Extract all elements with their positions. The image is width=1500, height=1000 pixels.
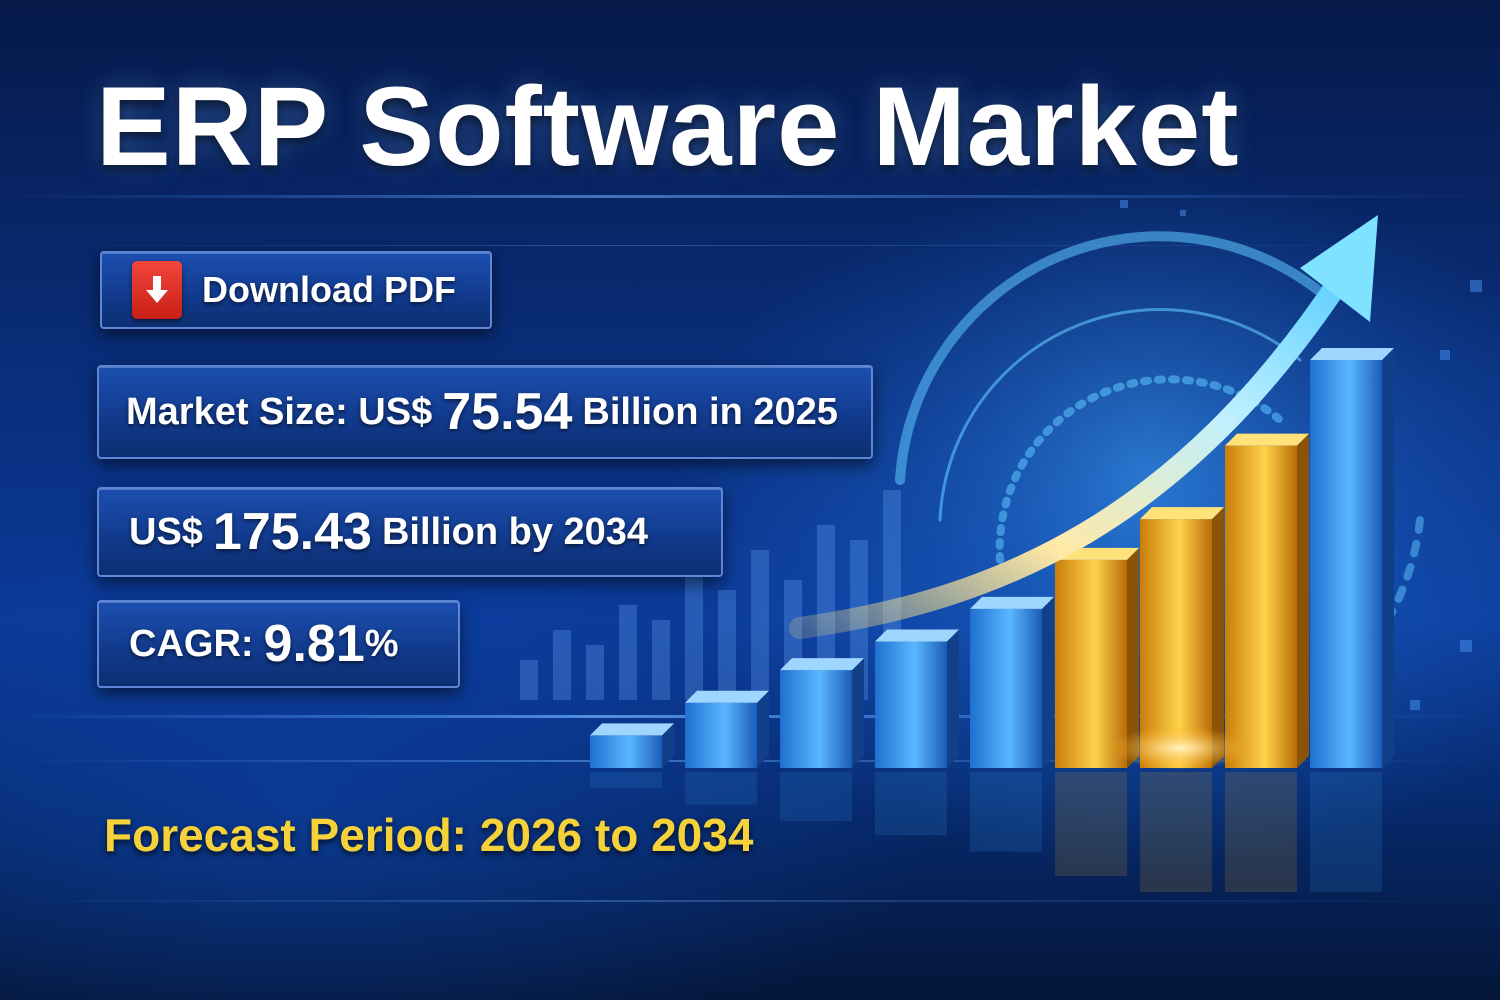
bar-7	[1225, 445, 1297, 768]
bar-reflection-2	[780, 772, 852, 821]
forecast-value-amount: 175.43	[212, 503, 372, 561]
bg-column-6	[718, 590, 736, 700]
forecast-period: Forecast Period: 2026 to 2034	[104, 809, 754, 861]
bg-column-5	[685, 570, 703, 700]
forecast-value-prefix: US$	[129, 510, 203, 553]
bar-top-2	[780, 658, 864, 671]
bar-reflection-0	[590, 772, 662, 789]
bar-top-1	[685, 690, 769, 703]
bg-column-7	[751, 550, 769, 700]
market-size-panel: Market Size: US$ 75.54 Billion in 2025	[97, 365, 873, 459]
bar-3	[875, 641, 947, 768]
bar-5	[1055, 559, 1127, 768]
cagr-panel: CAGR: 9.81 %	[97, 600, 460, 688]
trend-arrow-head	[1300, 215, 1378, 322]
bar-reflection-4	[970, 772, 1042, 852]
bar-top-0	[590, 723, 674, 736]
bar-reflection-1	[685, 772, 757, 805]
bar-reflection-6	[1140, 772, 1212, 892]
bg-column-3	[619, 605, 637, 700]
bar-side-7	[1297, 433, 1309, 768]
download-arrow-icon	[132, 261, 182, 319]
bg-column-9	[817, 525, 835, 700]
bar-top-4	[970, 596, 1054, 609]
bg-column-4	[652, 620, 670, 700]
bg-column-1	[553, 630, 571, 700]
cagr-suffix: %	[364, 622, 399, 665]
market-size-suffix: Billion in 2025	[582, 390, 838, 433]
bar-side-5	[1127, 547, 1139, 768]
bar-reflection-3	[875, 772, 947, 836]
bar-top-8	[1310, 348, 1394, 360]
market-size-value: 75.54	[442, 383, 573, 441]
cagr-prefix: CAGR:	[129, 622, 254, 665]
bar-side-3	[947, 629, 959, 768]
bar-top-7	[1225, 433, 1309, 446]
bar-side-1	[757, 690, 769, 768]
bg-column-2	[586, 645, 604, 700]
bg-column-0	[520, 660, 538, 700]
bar-0	[590, 735, 662, 768]
bar-top-3	[875, 629, 959, 642]
download-pdf-button[interactable]: Download PDF	[100, 251, 492, 329]
bar-top-6	[1140, 507, 1224, 520]
forecast-value-suffix: Billion by 2034	[381, 510, 649, 553]
page-title: ERP Software Market	[96, 64, 1240, 189]
trend-arrow-shaft	[789, 269, 1351, 639]
bar-side-0	[662, 723, 674, 768]
bar-8	[1310, 360, 1382, 768]
download-pdf-label: Download PDF	[202, 269, 456, 310]
bar-reflection-8	[1310, 772, 1382, 892]
bar-side-4	[1042, 596, 1054, 768]
light-flare	[1110, 726, 1250, 770]
cagr-value: 9.81	[263, 615, 365, 673]
bar-2	[780, 670, 852, 768]
market-size-prefix: Market Size: US$	[126, 390, 433, 433]
bar-side-2	[852, 658, 864, 768]
bar-4	[970, 608, 1042, 768]
bar-reflection-5	[1055, 772, 1127, 877]
bar-side-6	[1212, 507, 1224, 768]
forecast-value-panel: US$ 175.43 Billion by 2034	[97, 487, 723, 577]
bar-1	[685, 702, 757, 768]
bar-reflection-7	[1225, 772, 1297, 892]
bar-side-8	[1382, 348, 1394, 768]
